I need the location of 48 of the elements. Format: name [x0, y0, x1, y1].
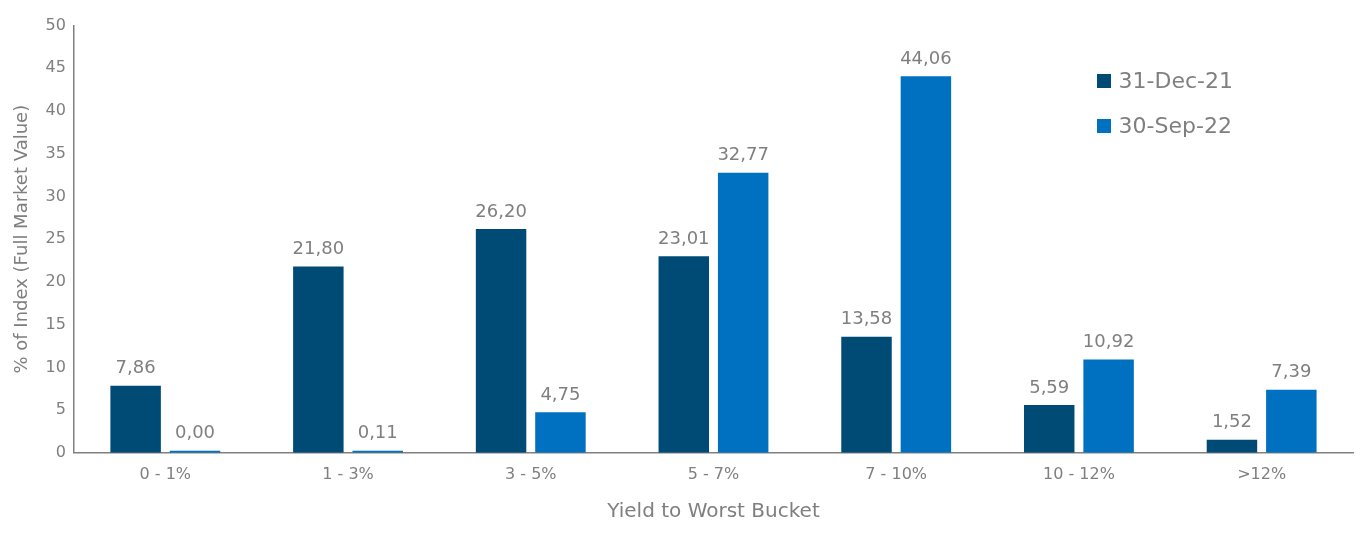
legend-label: 30-Sep-22: [1118, 113, 1232, 138]
bar: [293, 266, 344, 453]
y-tick-label: 15: [45, 313, 66, 333]
bar: [535, 412, 586, 453]
data-label: 0,00: [174, 421, 216, 443]
x-axis-title: Yield to Worst Bucket: [606, 498, 820, 523]
data-label: 44,06: [900, 47, 952, 69]
data-label: 7,39: [1271, 360, 1312, 382]
bar: [717, 172, 769, 453]
y-tick-label: 35: [45, 142, 66, 162]
bar: [110, 385, 161, 453]
x-tick-label: 1 - 3%: [322, 463, 374, 483]
bar: [475, 228, 527, 453]
x-tick-label: >12%: [1237, 463, 1287, 483]
data-label: 21,80: [292, 237, 345, 259]
bar: [1083, 359, 1134, 453]
y-tick-label: 40: [45, 100, 66, 120]
x-tick-label: 10 - 12%: [1042, 463, 1115, 483]
bar: [1206, 439, 1258, 453]
y-tick-label: 10: [45, 356, 66, 376]
y-tick-label: 25: [45, 228, 66, 248]
y-tick-label: 5: [55, 399, 66, 419]
bar: [1266, 389, 1317, 453]
x-tick-label: 5 - 7%: [687, 463, 740, 483]
bar: [841, 336, 892, 453]
data-label: 4,75: [540, 382, 581, 404]
x-tick-label: 7 - 10%: [865, 463, 928, 483]
y-axis-title: % of Index (Full Market Value): [10, 104, 32, 374]
bar: [1023, 405, 1075, 453]
data-label: 7,86: [115, 356, 156, 378]
y-tick-label: 50: [45, 14, 66, 34]
data-label: 23,01: [658, 226, 710, 248]
y-tick-label: 0: [55, 441, 66, 461]
bar: [658, 256, 710, 453]
y-tick-label: 20: [45, 271, 66, 291]
data-label: 32,77: [717, 143, 769, 165]
data-label: 13,58: [840, 307, 893, 329]
x-tick-label: 0 - 1%: [139, 463, 192, 483]
y-tick-label: 45: [45, 57, 66, 77]
y-tick-label: 30: [45, 185, 66, 205]
legend-label: 31-Dec-21: [1118, 68, 1233, 93]
bar: [900, 76, 952, 453]
data-label: 5,59: [1029, 375, 1070, 397]
data-label: 0,11: [357, 421, 398, 443]
data-label: 10,92: [1082, 330, 1135, 352]
x-tick-label: 3 - 5%: [505, 463, 557, 483]
data-label: 1,52: [1211, 410, 1252, 432]
data-label: 26,20: [475, 199, 527, 221]
